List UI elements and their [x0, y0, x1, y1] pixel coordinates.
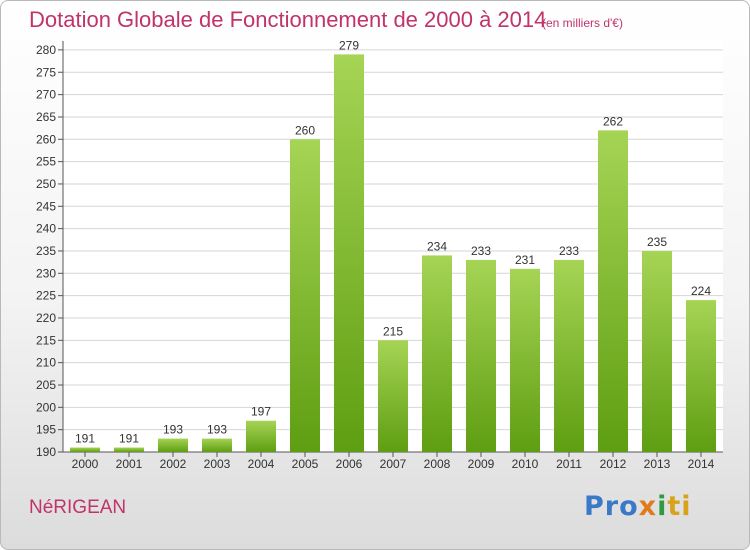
y-tick-label: 245 — [36, 199, 56, 213]
bar — [686, 300, 716, 452]
x-tick-label: 2009 — [468, 457, 495, 471]
proxiti-logo: Proxiti — [584, 491, 692, 522]
y-tick-label: 235 — [36, 244, 56, 258]
bar — [554, 259, 584, 452]
bar — [246, 420, 276, 452]
data-label: 233 — [559, 244, 579, 258]
bar — [510, 268, 540, 452]
x-tick-label: 2003 — [204, 457, 231, 471]
bar — [422, 255, 452, 452]
data-label: 215 — [383, 324, 403, 338]
y-tick-label: 200 — [36, 400, 56, 414]
x-tick-label: 2002 — [160, 457, 187, 471]
bar — [466, 259, 496, 452]
y-tick-label: 195 — [36, 423, 56, 437]
data-label: 235 — [647, 235, 667, 249]
data-label: 234 — [427, 239, 447, 253]
y-tick-label: 270 — [36, 88, 56, 102]
commune-name: NéRIGEAN — [29, 497, 127, 518]
bar — [290, 139, 320, 453]
bar — [598, 130, 628, 452]
x-tick-label: 2014 — [688, 457, 715, 471]
x-tick-label: 2011 — [556, 457, 582, 471]
bar — [114, 447, 144, 452]
chart-title: Dotation Globale de Fonctionnement de 20… — [29, 7, 547, 32]
bar — [202, 438, 232, 452]
data-label: 260 — [295, 123, 315, 137]
data-label: 197 — [251, 405, 271, 419]
data-label: 191 — [75, 432, 95, 446]
y-tick-label: 205 — [36, 378, 56, 392]
y-tick-label: 215 — [36, 333, 56, 347]
data-label: 262 — [603, 114, 623, 128]
y-tick-label: 225 — [36, 289, 56, 303]
bar — [70, 447, 100, 452]
x-tick-label: 2007 — [380, 457, 407, 471]
chart-subtitle: (en milliers d'€) — [542, 16, 623, 30]
y-tick-label: 280 — [36, 43, 56, 57]
y-tick-label: 210 — [36, 356, 56, 370]
y-tick-label: 190 — [36, 445, 56, 459]
y-tick-label: 230 — [36, 266, 56, 280]
y-tick-label: 220 — [36, 311, 56, 325]
data-label: 193 — [207, 423, 227, 437]
data-label: 193 — [163, 423, 183, 437]
x-tick-label: 2006 — [336, 457, 363, 471]
y-tick-label: 255 — [36, 155, 56, 169]
x-tick-label: 2004 — [248, 457, 275, 471]
data-label: 279 — [339, 38, 359, 52]
bar — [334, 54, 364, 453]
x-tick-label: 2001 — [116, 457, 143, 471]
data-label: 231 — [515, 253, 535, 267]
bar — [378, 340, 408, 452]
x-tick-label: 2000 — [72, 457, 99, 471]
y-tick-label: 240 — [36, 222, 56, 236]
data-label: 191 — [119, 432, 139, 446]
y-tick-label: 250 — [36, 177, 56, 191]
bar — [642, 250, 672, 452]
x-tick-label: 2012 — [600, 457, 627, 471]
y-tick-label: 275 — [36, 65, 56, 79]
x-tick-label: 2013 — [644, 457, 671, 471]
y-tick-label: 265 — [36, 110, 56, 124]
data-label: 233 — [471, 244, 491, 258]
bar — [158, 438, 188, 452]
x-tick-label: 2010 — [512, 457, 539, 471]
x-tick-label: 2005 — [292, 457, 319, 471]
y-tick-label: 260 — [36, 132, 56, 146]
data-label: 224 — [691, 284, 711, 298]
x-tick-label: 2008 — [424, 457, 451, 471]
